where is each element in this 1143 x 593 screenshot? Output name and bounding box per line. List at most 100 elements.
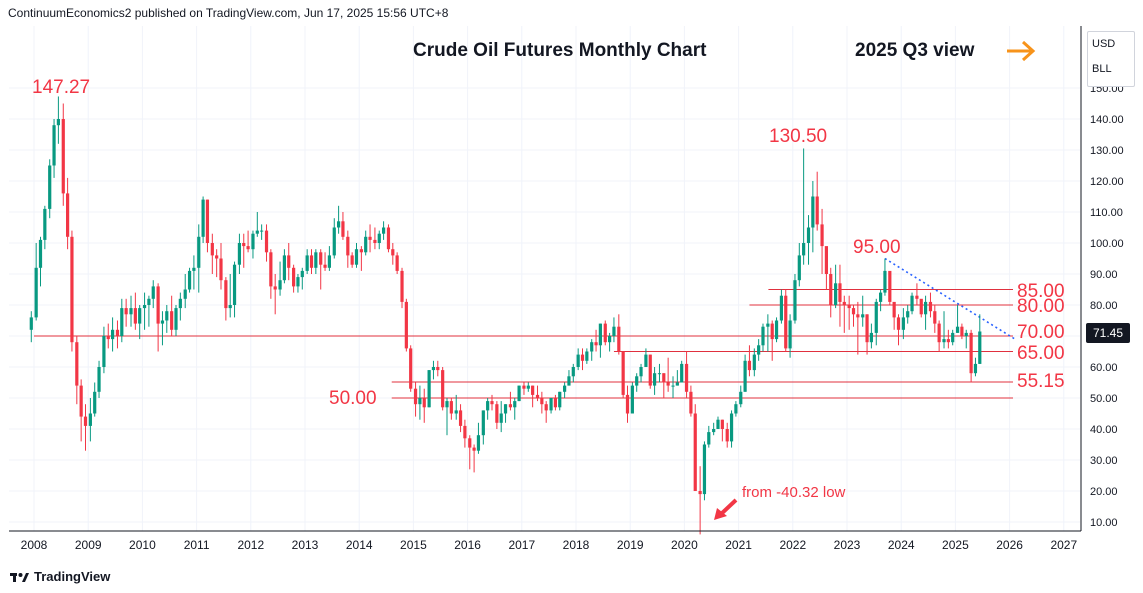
- candle-body: [680, 363, 684, 383]
- candle-body: [675, 382, 679, 386]
- annotation-label: 147.27: [32, 77, 90, 98]
- candle-body: [192, 267, 196, 271]
- x-tick-label: 2014: [346, 538, 373, 552]
- y-tick-label: 100.00: [1090, 238, 1124, 250]
- candle-body: [93, 391, 97, 414]
- candle-body: [761, 326, 765, 346]
- candle-body: [486, 401, 490, 411]
- x-tick-label: 2012: [237, 538, 264, 552]
- candle-body: [774, 320, 779, 340]
- candle-body: [549, 398, 553, 411]
- candle-body: [797, 255, 801, 281]
- candle-body: [666, 382, 670, 386]
- candle-body: [278, 280, 282, 290]
- candle-body: [418, 398, 422, 405]
- candle-body: [34, 267, 38, 318]
- candle-body: [48, 165, 52, 209]
- candle-body: [888, 270, 892, 302]
- chart-title: Crude Oil Futures Monthly Chart: [413, 40, 707, 61]
- candle-body: [102, 336, 106, 367]
- unit-selector[interactable]: USD BLL: [1087, 31, 1135, 87]
- candle-body: [838, 283, 842, 302]
- y-tick-label: 120.00: [1090, 176, 1124, 188]
- candle-body: [919, 298, 923, 315]
- candle-body: [499, 413, 503, 423]
- candle-body: [770, 323, 774, 340]
- annotation-label: 65.00: [1017, 343, 1065, 364]
- candle-body: [354, 249, 359, 265]
- red-arrow-icon: [714, 498, 738, 520]
- candle-body: [553, 398, 558, 408]
- candle-body: [865, 314, 869, 343]
- candle-body: [147, 298, 151, 305]
- candle-body: [364, 236, 368, 253]
- candle-body: [156, 286, 160, 324]
- candle-body: [120, 308, 124, 336]
- candle-body: [413, 388, 418, 405]
- candle-body: [896, 317, 901, 330]
- candle-body: [806, 227, 811, 243]
- candle-body: [110, 329, 115, 340]
- tradingview-logo-icon: [10, 572, 29, 582]
- candle-body: [237, 243, 242, 265]
- x-tick-label: 2008: [21, 538, 48, 552]
- tradingview-brand: TradingView: [34, 569, 111, 584]
- x-tick-label: 2023: [834, 538, 861, 552]
- candle-body: [327, 255, 331, 268]
- candle-body: [955, 326, 960, 333]
- candles: [29, 96, 982, 535]
- y-tick-label: 110.00: [1090, 207, 1123, 219]
- candle-body: [350, 255, 354, 265]
- x-tick-label: 2016: [454, 538, 481, 552]
- candle-body: [445, 401, 449, 408]
- candle-body: [969, 332, 973, 374]
- candle-body: [106, 336, 110, 340]
- candle-body: [815, 196, 819, 225]
- annotation-label: from -40.32 low: [742, 484, 846, 501]
- annotation-label: 130.50: [769, 126, 827, 147]
- candle-body: [178, 298, 182, 309]
- candle-body: [946, 339, 950, 343]
- candle-body: [468, 438, 472, 448]
- grid: [9, 26, 1080, 531]
- candle-body: [395, 255, 399, 271]
- candle-body: [517, 385, 521, 402]
- level-lines: [34, 289, 1013, 399]
- candle-body: [481, 410, 485, 436]
- tradingview-logo[interactable]: TradingView: [10, 569, 110, 584]
- candle-body: [183, 289, 187, 299]
- candle-body: [386, 227, 391, 250]
- candle-body: [851, 308, 856, 315]
- candle-body: [52, 125, 56, 166]
- candle-body: [571, 367, 575, 377]
- candle-body: [635, 376, 639, 386]
- candle-body: [625, 394, 630, 414]
- y-tick-label: 40.00: [1090, 424, 1118, 436]
- candle-body: [824, 246, 829, 274]
- candle-body: [454, 410, 458, 414]
- candle-body: [883, 270, 887, 293]
- candle-body: [648, 354, 652, 386]
- candle-body: [513, 401, 517, 408]
- candle-body: [743, 360, 747, 392]
- candle-body: [210, 243, 214, 256]
- candle-body: [305, 255, 309, 271]
- candle-body: [391, 249, 395, 256]
- candle-body: [260, 230, 264, 232]
- candle-body: [522, 385, 526, 389]
- candle-body: [436, 367, 440, 371]
- candle-body: [422, 398, 426, 408]
- candle-body: [246, 246, 250, 250]
- candle-body: [590, 342, 594, 352]
- candle-body: [472, 447, 476, 451]
- candle-body: [346, 236, 350, 256]
- x-tick-label: 2019: [617, 538, 644, 552]
- candle-body: [657, 373, 662, 375]
- y-tick-label: 80.00: [1090, 300, 1118, 312]
- annotation-label: 95.00: [853, 237, 901, 258]
- candle-body: [264, 230, 269, 253]
- candle-body: [377, 233, 381, 243]
- candle-body: [720, 419, 724, 429]
